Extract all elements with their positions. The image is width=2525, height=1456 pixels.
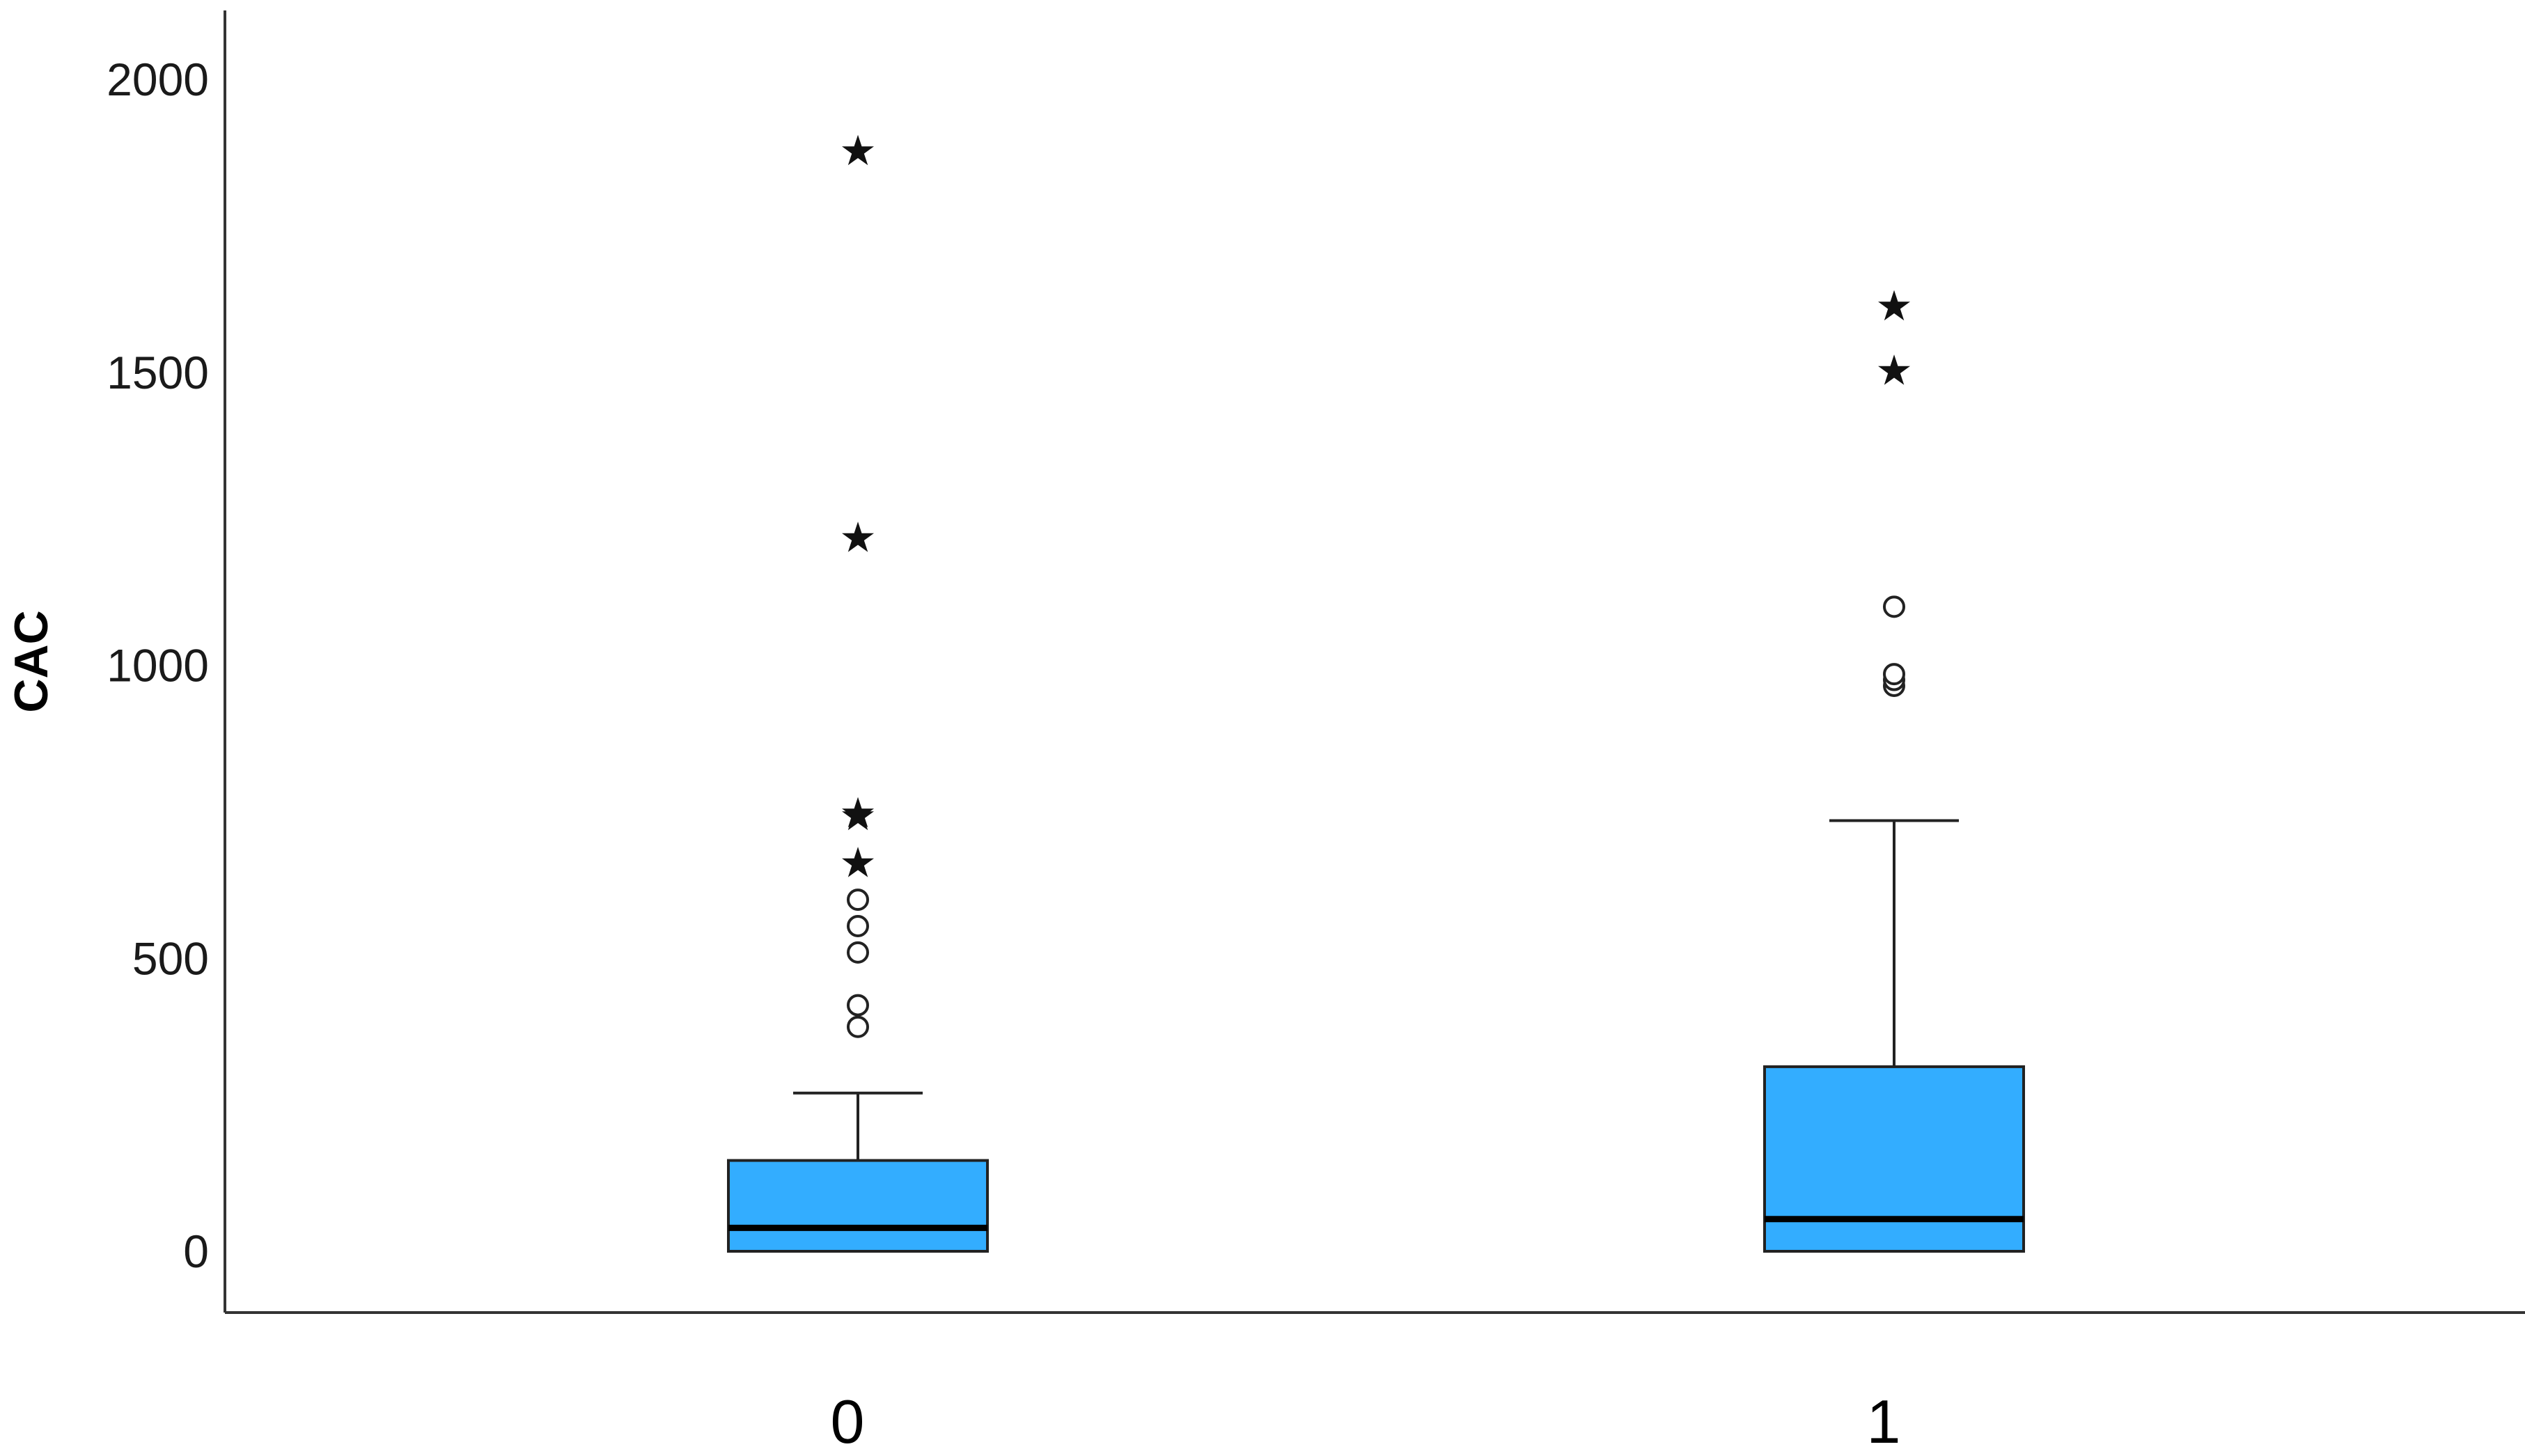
y-tick-label: 1500 xyxy=(107,347,209,398)
extreme-point: ★ xyxy=(1875,282,1913,331)
outlier-point xyxy=(1883,663,1905,686)
y-tick-label: 2000 xyxy=(107,54,209,105)
box-group-1: ★★ xyxy=(1763,282,2025,1253)
x-category-label: 0 xyxy=(831,1387,865,1456)
y-tick-label: 500 xyxy=(132,932,209,984)
iqr-box xyxy=(1763,1065,2025,1253)
iqr-box xyxy=(727,1159,989,1253)
outlier-point xyxy=(847,1015,869,1038)
y-tick-label: 1000 xyxy=(107,640,209,691)
x-category-label: 1 xyxy=(1867,1387,1901,1456)
extreme-point: ★ xyxy=(839,789,877,838)
outlier-point xyxy=(847,889,869,911)
outlier-point xyxy=(1883,595,1905,618)
extreme-point: ★ xyxy=(839,792,877,840)
y-axis-ticks: 0 500 1000 1500 2000 xyxy=(107,54,209,1277)
outlier-point xyxy=(847,914,869,937)
extreme-point: ★ xyxy=(839,513,877,562)
y-axis-title: CAC xyxy=(5,610,58,712)
outlier-point xyxy=(847,994,869,1017)
box-group-0: ★★★★★ xyxy=(727,127,989,1253)
y-tick-label: 0 xyxy=(183,1226,209,1277)
outlier-point xyxy=(847,941,869,964)
extreme-point: ★ xyxy=(839,127,877,175)
plot-area: ★★★★★★★ xyxy=(727,127,2025,1253)
extreme-point: ★ xyxy=(839,838,877,887)
extreme-point: ★ xyxy=(1875,347,1913,396)
